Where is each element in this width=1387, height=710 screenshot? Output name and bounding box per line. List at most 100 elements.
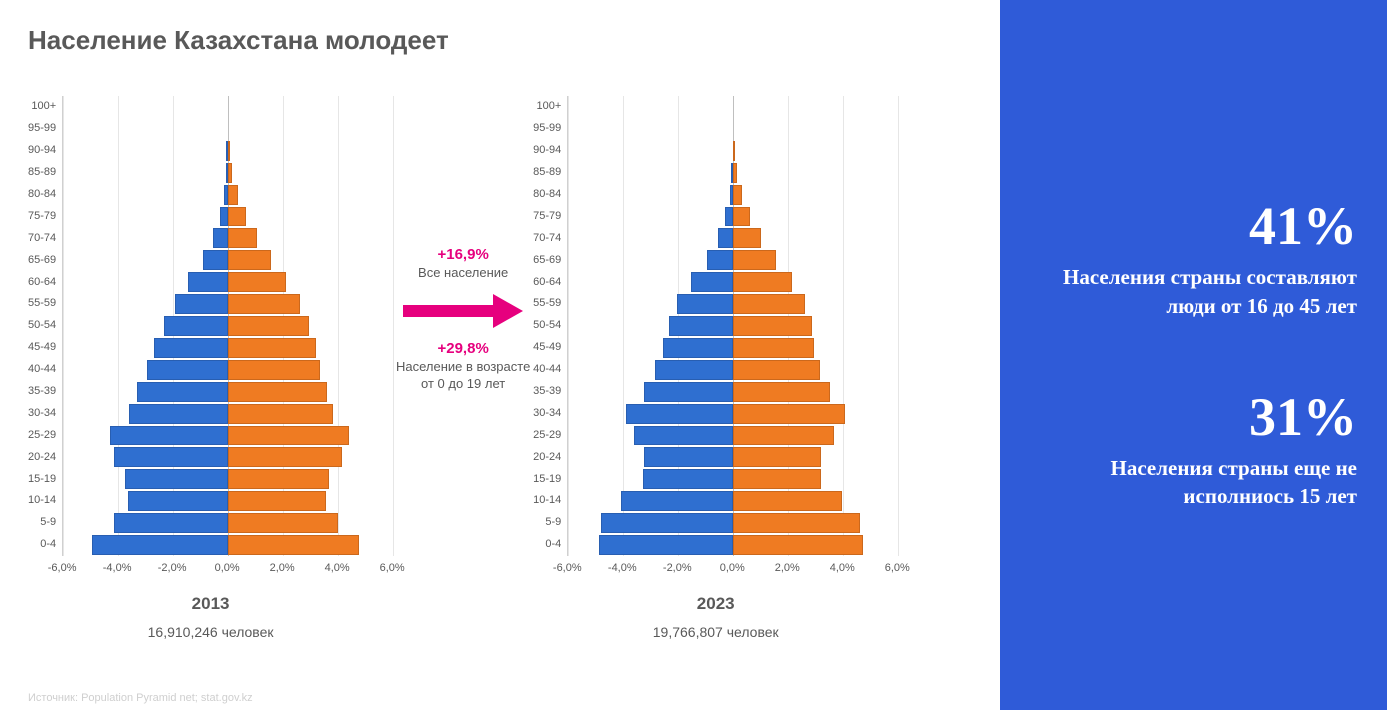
grid-line — [393, 96, 394, 556]
age-label: 70-74 — [28, 227, 56, 249]
age-label: 35-39 — [533, 381, 561, 403]
arrow-icon — [403, 294, 523, 328]
bar-male — [643, 469, 734, 489]
age-label: 5-9 — [533, 512, 561, 534]
age-label: 90-94 — [28, 140, 56, 162]
age-label: 60-64 — [28, 271, 56, 293]
bar-male — [725, 207, 733, 227]
age-label: 60-64 — [533, 271, 561, 293]
bar-male — [691, 272, 734, 292]
bar-female — [228, 163, 232, 183]
bar-row — [63, 118, 393, 140]
bar-male — [669, 316, 734, 336]
bar-male — [655, 360, 733, 380]
bar-row — [63, 359, 393, 381]
bar-female — [733, 141, 735, 161]
age-label: 25-29 — [28, 424, 56, 446]
bar-female — [228, 513, 338, 533]
age-label: 20-24 — [533, 446, 561, 468]
age-label: 0-4 — [533, 534, 561, 556]
total-growth-desc: Все население — [393, 265, 533, 282]
bar-female — [228, 447, 342, 467]
age-label: 100+ — [28, 96, 56, 118]
age-label: 70-74 — [533, 227, 561, 249]
age-label: 65-69 — [28, 249, 56, 271]
bar-row — [568, 468, 898, 490]
age-label: 75-79 — [28, 205, 56, 227]
bar-row — [568, 359, 898, 381]
bar-row — [63, 315, 393, 337]
bar-row — [568, 227, 898, 249]
bar-row — [63, 96, 393, 118]
bar-male — [188, 272, 228, 292]
bar-female — [733, 513, 860, 533]
bar-female — [733, 294, 805, 314]
age-label: 35-39 — [28, 381, 56, 403]
stat1-desc: Населения страны составляют люди от 16 д… — [1030, 263, 1357, 320]
bar-male — [114, 513, 228, 533]
bar-male — [203, 250, 228, 270]
bar-female — [228, 228, 257, 248]
bar-male — [599, 535, 734, 555]
bar-female — [733, 185, 742, 205]
age-label: 30-34 — [28, 402, 56, 424]
age-label: 55-59 — [533, 293, 561, 315]
bar-female — [733, 316, 811, 336]
total-growth-pct: +16,9% — [393, 246, 533, 263]
plot-2023 — [567, 96, 898, 556]
age-label: 10-14 — [28, 490, 56, 512]
bar-row — [568, 425, 898, 447]
stat-block-1: 41% Населения страны составляют люди от … — [1030, 199, 1357, 320]
age-label: 5-9 — [28, 512, 56, 534]
bar-female — [228, 382, 327, 402]
bar-female — [228, 250, 271, 270]
age-label: 50-54 — [533, 315, 561, 337]
bar-male — [128, 491, 228, 511]
bar-row — [568, 162, 898, 184]
bar-male — [644, 447, 733, 467]
plot-2013 — [62, 96, 393, 556]
age-label: 25-29 — [533, 424, 561, 446]
bar-row — [568, 534, 898, 556]
bar-row — [63, 227, 393, 249]
bar-row — [63, 184, 393, 206]
bar-row — [568, 315, 898, 337]
age-label: 20-24 — [28, 446, 56, 468]
bar-row — [568, 184, 898, 206]
age-label: 40-44 — [533, 359, 561, 381]
arrow-block: +16,9% Все население +29,8% Население в … — [393, 96, 533, 393]
xtick-label: 6,0% — [885, 562, 910, 574]
xtick-label: 4,0% — [830, 562, 855, 574]
page-title: Население Казахстана молодеет — [28, 25, 1000, 56]
bar-male — [147, 360, 228, 380]
bar-male — [644, 382, 733, 402]
age-label: 80-84 — [533, 184, 561, 206]
bar-female — [228, 535, 359, 555]
age-label: 55-59 — [28, 293, 56, 315]
bar-row — [568, 206, 898, 228]
bar-male — [663, 338, 733, 358]
bar-row — [568, 96, 898, 118]
age-label: 30-34 — [533, 402, 561, 424]
age-label: 0-4 — [28, 534, 56, 556]
bar-male — [129, 404, 228, 424]
bar-male — [634, 426, 733, 446]
bar-female — [228, 338, 316, 358]
xtick-label: -2,0% — [158, 562, 187, 574]
bar-row — [568, 446, 898, 468]
ylabels-2013: 100+95-9990-9485-8980-8475-7970-7465-696… — [28, 96, 62, 556]
bar-female — [733, 360, 820, 380]
age-label: 95-99 — [28, 118, 56, 140]
age-label: 15-19 — [533, 468, 561, 490]
bar-male — [125, 469, 228, 489]
bar-female — [733, 535, 862, 555]
bar-row — [568, 293, 898, 315]
xtick-label: 0,0% — [720, 562, 745, 574]
bar-female — [228, 426, 349, 446]
bar-male — [110, 426, 228, 446]
stat2-desc: Населения страны еще не исполниось 15 ле… — [1030, 454, 1357, 511]
bar-row — [63, 249, 393, 271]
bar-female — [733, 404, 844, 424]
age-label: 40-44 — [28, 359, 56, 381]
xtick-label: -6,0% — [48, 562, 77, 574]
